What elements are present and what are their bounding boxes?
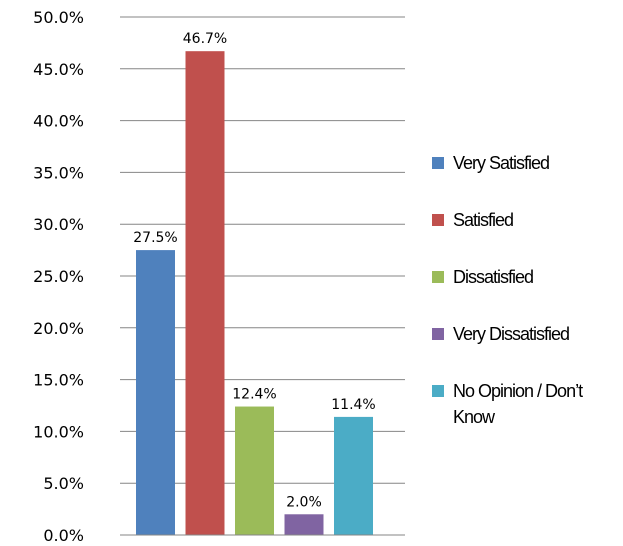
y-tick-label: 40.0% xyxy=(33,112,84,131)
bars xyxy=(136,51,373,536)
bar xyxy=(334,416,373,535)
data-label: 11.4% xyxy=(331,397,375,413)
y-tick-label: 35.0% xyxy=(33,163,84,182)
y-axis-tick-labels: 0.0% 5.0% 10.0% 15.0% 20.0% 25.0% 30.0% 35.0% 40… xyxy=(33,8,84,545)
legend-label: No Opinion / Don’t xyxy=(453,381,583,401)
y-tick-label: 25.0% xyxy=(33,267,84,286)
y-tick-label: 30.0% xyxy=(33,215,84,234)
legend-label: Very Satisfied xyxy=(453,153,549,173)
legend-swatch xyxy=(432,271,444,283)
y-tick-label: 45.0% xyxy=(33,60,84,79)
y-tick-label: 10.0% xyxy=(33,422,84,441)
data-label: 27.5% xyxy=(133,230,177,246)
y-tick-label: 50.0% xyxy=(33,8,84,27)
legend-swatch xyxy=(432,328,444,340)
data-label: 12.4% xyxy=(232,387,276,403)
legend-swatch xyxy=(432,214,444,226)
y-tick-label: 20.0% xyxy=(33,319,84,338)
y-tick-label: 0.0% xyxy=(43,526,84,545)
legend-label: Satisfied xyxy=(453,210,513,230)
legend-swatch xyxy=(432,157,444,169)
data-labels: 27.5% 46.7% 12.4% 2.0% 11.4% xyxy=(133,31,375,510)
legend: Very Satisfied Satisfied Dissatisfied Very … xyxy=(432,153,584,427)
bar xyxy=(185,51,225,536)
bar xyxy=(136,250,175,535)
legend-label: Know xyxy=(453,407,496,427)
legend-label: Dissatisfied xyxy=(453,267,533,287)
legend-label: Very Dissatisfied xyxy=(453,324,569,344)
y-tick-label: 15.0% xyxy=(33,371,84,390)
data-label: 2.0% xyxy=(286,494,322,510)
legend-swatch xyxy=(432,385,444,397)
y-tick-label: 5.0% xyxy=(43,474,84,493)
bar xyxy=(235,406,274,535)
bar xyxy=(284,514,324,535)
data-label: 46.7% xyxy=(183,31,227,47)
